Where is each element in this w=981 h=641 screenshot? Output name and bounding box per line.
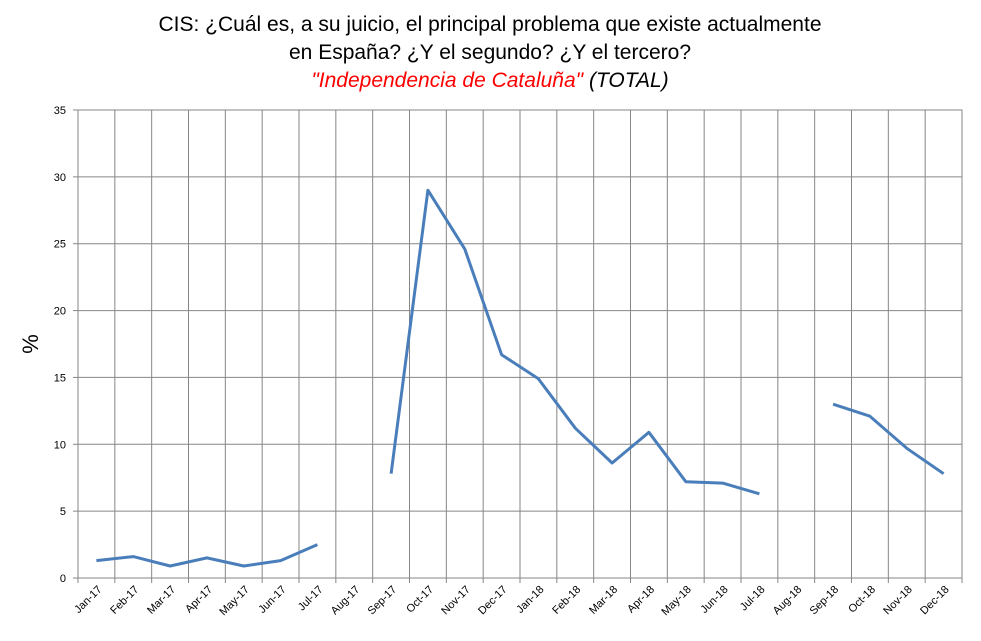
y-axis-label: % [18, 334, 43, 354]
subtitle-rest: (TOTAL) [589, 69, 669, 92]
chart-subtitle: "Independencia de Cataluña" (TOTAL) [311, 69, 668, 92]
data-line [96, 188, 945, 568]
subtitle-highlight: "Independencia de Cataluña" [311, 69, 584, 92]
chart-title-line2: en España? ¿Y el segundo? ¿Y el tercero? [289, 41, 691, 64]
y-tick-label: 30 [54, 172, 66, 184]
chart-title: CIS: ¿Cuál es, a su juicio, el principal… [159, 13, 822, 36]
y-tick-label: 5 [60, 506, 66, 518]
y-tick-label: 25 [54, 239, 66, 251]
plot-frame [77, 109, 963, 579]
y-tick-label: 35 [54, 105, 66, 117]
y-tick-label: 15 [54, 372, 66, 384]
y-tick-label: 10 [54, 439, 66, 451]
y-tick-label: 0 [60, 573, 66, 585]
y-tick-label: 20 [54, 306, 66, 318]
